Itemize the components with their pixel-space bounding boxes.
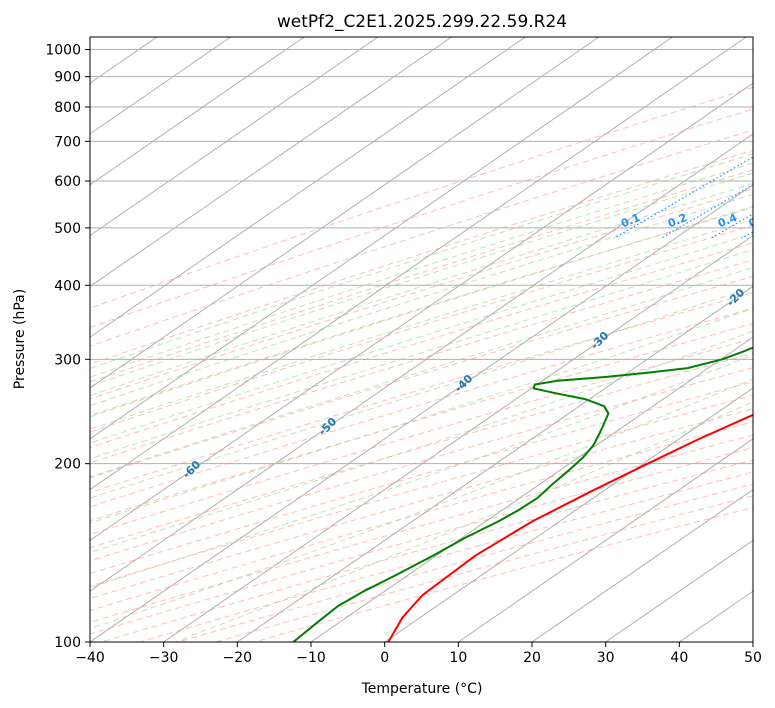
isotherm-line [90,37,600,389]
dry-adiabat [90,149,753,365]
isotherm-line [90,37,305,186]
y-tick-label: 500 [54,221,81,237]
y-tick-label: 800 [54,100,81,116]
isotherm-line [90,37,452,287]
x-tick-label: 30 [597,650,615,666]
x-axis-label: Temperature (°C) [361,681,483,697]
isotherm-line [90,37,673,440]
isotherm-line [90,133,753,592]
isotherm-line [90,37,379,237]
moist-adiabat [90,307,753,524]
x-tick-label: 0 [380,650,389,666]
x-tick-label: 10 [449,650,467,666]
y-tick-label: 100 [54,635,81,651]
y-axis-label: Pressure (hPa) [12,289,28,389]
x-tick-label: 20 [523,650,541,666]
dry-adiabat [90,338,753,535]
dry-adiabat [90,206,753,417]
dry-adiabat [90,323,753,522]
dry-adiabat [90,224,753,433]
isotherm-line [90,37,526,338]
dry-adiabat [90,307,753,508]
isobar-gridlines [90,49,753,642]
plot-area: -100-90-80-70-60-50-40-30-20-10010203040… [90,37,770,642]
isotherm-line [531,488,753,642]
x-tick-label: −10 [296,650,326,666]
isotherm-line [163,234,753,642]
isotherm-line [384,387,753,642]
mixing-ratio-line [660,184,753,239]
y-tick-label: 1000 [45,43,81,59]
y-tick-label: 600 [54,174,81,190]
isotherm-line [237,285,753,642]
moist-adiabat [90,153,753,370]
isotherm-line [605,539,753,642]
dry-adiabat [90,291,753,494]
isotherm-line [458,438,753,642]
mixing-ratio-lines [613,156,753,239]
isotherm-line [90,37,747,491]
temperature-profile-line [387,413,753,642]
y-tick-label: 300 [54,352,81,368]
x-tick-label: −40 [75,650,105,666]
isotherm-line [90,82,753,541]
y-axis-ticks: 100 200 300 400 500 600 700 800 900 1000 [45,43,90,651]
moist-adiabat [90,182,753,397]
y-tick-label: 700 [54,134,81,150]
dry-adiabat [90,259,753,464]
y-tick-label: 900 [54,70,81,86]
y-tick-label: 400 [54,278,81,294]
x-tick-label: 40 [670,650,688,666]
dewpoint-profile-line [292,346,753,642]
dry-adiabat [90,188,753,400]
plot-frame [89,36,754,643]
moist-adiabat [90,218,753,430]
x-axis-ticks: −40 −30 −20 −10 0 10 20 30 40 50 [75,642,762,666]
moist-adiabat [90,162,753,378]
x-tick-label: 50 [744,650,762,666]
x-tick-label: −20 [223,650,253,666]
mixing-ratio-label: 0.6 [747,211,770,230]
y-tick-label: 200 [54,457,81,473]
x-tick-label: −30 [149,650,179,666]
chart-title: wetPf2_C2E1.2025.299.22.59.R24 [277,12,567,32]
isotherm-line [90,184,753,642]
skewed-isotherms [90,37,753,642]
dry-adiabat [90,169,753,383]
